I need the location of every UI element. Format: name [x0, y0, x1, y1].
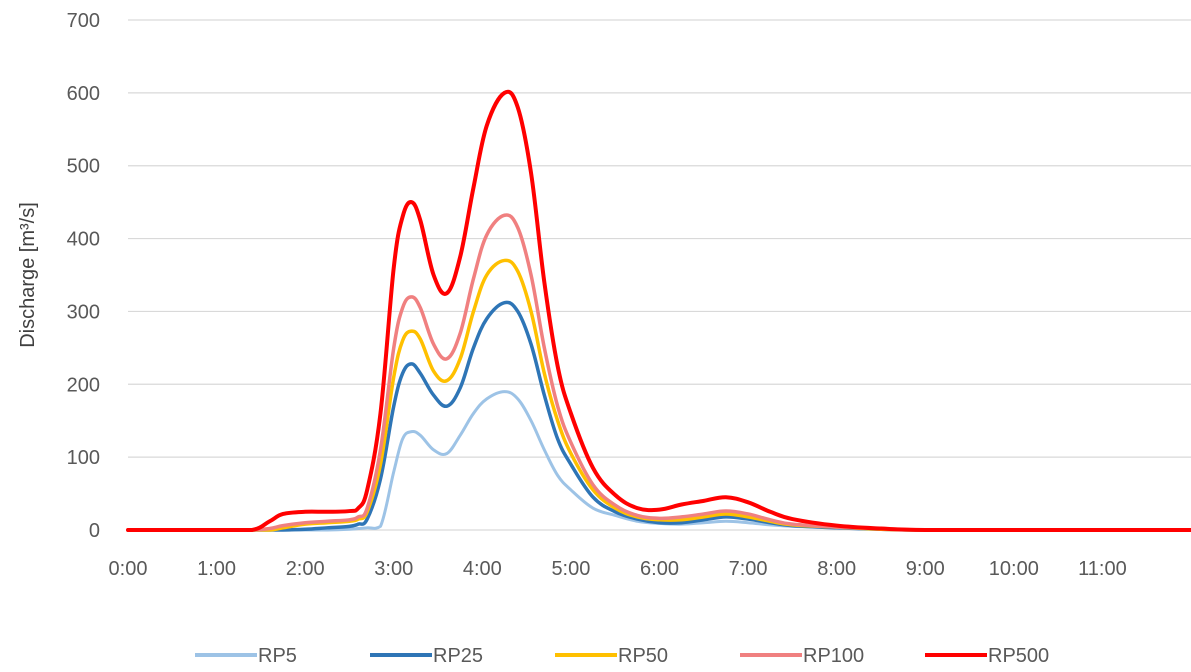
- legend-item-rp500: RP500: [925, 645, 1049, 667]
- x-tick-label: 4:00: [463, 558, 502, 580]
- series-line-rp25: [126, 300, 1191, 532]
- x-tick-label: 7:00: [729, 558, 768, 580]
- x-tick-label: 0:00: [109, 558, 148, 580]
- x-tick-label: 11:00: [1078, 558, 1127, 580]
- legend-label: RP25: [433, 645, 483, 667]
- x-tick-label: 8:00: [817, 558, 856, 580]
- series-line-rp500: [126, 89, 1191, 533]
- legend-label: RP100: [803, 645, 864, 667]
- legend-item-rp5: RP5: [195, 645, 297, 667]
- x-tick-label: 6:00: [640, 558, 679, 580]
- x-tick-label: 3:00: [374, 558, 413, 580]
- x-tick-label: 2:00: [286, 558, 325, 580]
- legend-label: RP5: [258, 645, 297, 667]
- y-tick-label: 500: [67, 156, 100, 178]
- legend: RP5 RP25 RP50 RP100 RP500: [195, 645, 1049, 667]
- legend-item-rp100: RP100: [740, 645, 864, 667]
- y-tick-label: 0: [89, 520, 100, 542]
- y-tick-label: 700: [67, 10, 100, 32]
- y-tick-label: 100: [67, 447, 100, 469]
- legend-item-rp25: RP25: [370, 645, 483, 667]
- y-tick-label: 300: [67, 301, 100, 323]
- y-tick-label: 200: [67, 374, 100, 396]
- y-tick-label: 600: [67, 83, 100, 105]
- x-tick-label: 9:00: [906, 558, 945, 580]
- x-axis-ticks: 0:00 1:00 2:00 3:00 4:00 5:00 6:00 7:00 8:00 9:00…: [109, 558, 1127, 580]
- legend-label: RP500: [988, 645, 1049, 667]
- y-axis-ticks: 0 100 200 300 400 500 600 700: [67, 10, 100, 542]
- series-lines: [126, 89, 1191, 533]
- gridlines: [128, 19, 1191, 531]
- legend-item-rp50: RP50: [555, 645, 668, 667]
- series-line-rp50: [126, 258, 1191, 532]
- x-tick-label: 1:00: [197, 558, 236, 580]
- x-tick-label: 5:00: [551, 558, 590, 580]
- legend-label: RP50: [618, 645, 668, 667]
- series-line-rp100: [126, 213, 1191, 532]
- y-tick-label: 400: [67, 229, 100, 251]
- x-tick-label: 10:00: [989, 558, 1039, 580]
- y-axis-title: Discharge [m³/s]: [17, 202, 39, 348]
